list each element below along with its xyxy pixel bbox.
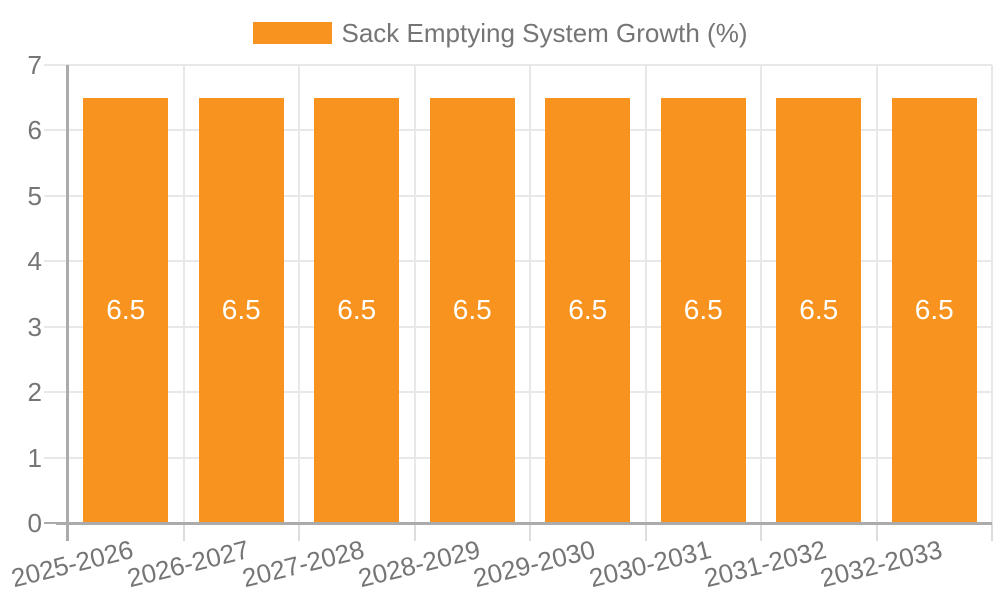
y-axis-tick <box>44 391 68 394</box>
grid-line-vertical <box>991 65 993 523</box>
bar[interactable] <box>314 97 400 523</box>
x-axis-line <box>56 522 992 525</box>
chart-legend: Sack Emptying System Growth (%) <box>0 20 1000 46</box>
bar-value-label: 6.5 <box>221 294 261 326</box>
bar-value-label: 6.5 <box>106 294 146 326</box>
x-axis-tick <box>529 523 531 541</box>
grid-line-vertical <box>182 65 185 523</box>
y-axis-tick <box>44 260 68 263</box>
y-axis-tick <box>44 194 68 197</box>
grid-line-vertical <box>298 65 300 523</box>
x-axis-label: 2027-2028 <box>239 534 368 594</box>
y-axis-label: 6 <box>27 115 42 146</box>
y-axis-label: 7 <box>27 50 42 80</box>
y-axis-label: 0 <box>27 508 42 538</box>
bar-value-label: 6.5 <box>452 294 492 326</box>
grid-line-vertical <box>644 65 647 523</box>
legend-label: Sack Emptying System Growth (%) <box>341 18 748 48</box>
y-axis-label: 2 <box>27 377 42 408</box>
y-axis-label: 4 <box>27 246 42 277</box>
bar-value-label: 6.5 <box>914 294 954 326</box>
x-axis-label: 2026-2027 <box>124 534 253 594</box>
x-axis-label: 2031-2032 <box>701 534 830 594</box>
y-axis-tick <box>44 129 68 132</box>
grid-line-vertical <box>760 65 762 523</box>
x-axis-label: 2030-2031 <box>586 534 715 594</box>
bar[interactable] <box>660 97 746 523</box>
x-axis-tick <box>182 523 185 541</box>
x-axis-tick <box>644 523 647 541</box>
x-axis-label: 2025-2026 <box>8 534 137 594</box>
grid-line-vertical <box>875 65 878 523</box>
bar-value-label: 6.5 <box>799 294 839 326</box>
y-axis-tick <box>44 456 68 459</box>
bar-value-label: 6.5 <box>568 294 608 326</box>
x-axis-label: 2032-2033 <box>817 534 946 594</box>
x-axis-tick <box>413 523 416 541</box>
y-axis-line <box>66 65 69 541</box>
x-axis-tick <box>298 523 300 541</box>
y-axis-tick <box>44 325 68 328</box>
legend-swatch <box>252 22 332 44</box>
bar[interactable] <box>198 97 284 523</box>
x-axis-label: 2028-2029 <box>355 534 484 594</box>
y-axis-label: 3 <box>27 311 42 342</box>
x-axis-label: 2029-2030 <box>470 534 599 594</box>
bar[interactable] <box>429 97 515 523</box>
bar[interactable] <box>776 97 862 523</box>
bar-value-label: 6.5 <box>337 294 377 326</box>
bar-value-label: 6.5 <box>683 294 723 326</box>
bar[interactable] <box>545 97 631 523</box>
bar[interactable] <box>83 97 169 523</box>
grid-line-vertical <box>529 65 531 523</box>
bar[interactable] <box>891 97 977 523</box>
grid-line-vertical <box>413 65 416 523</box>
y-axis-tick <box>44 64 68 66</box>
x-axis-tick <box>875 523 878 541</box>
x-axis-tick <box>991 523 993 541</box>
x-axis-tick <box>760 523 762 541</box>
y-axis-label: 5 <box>27 180 42 211</box>
y-axis-label: 1 <box>27 442 42 473</box>
